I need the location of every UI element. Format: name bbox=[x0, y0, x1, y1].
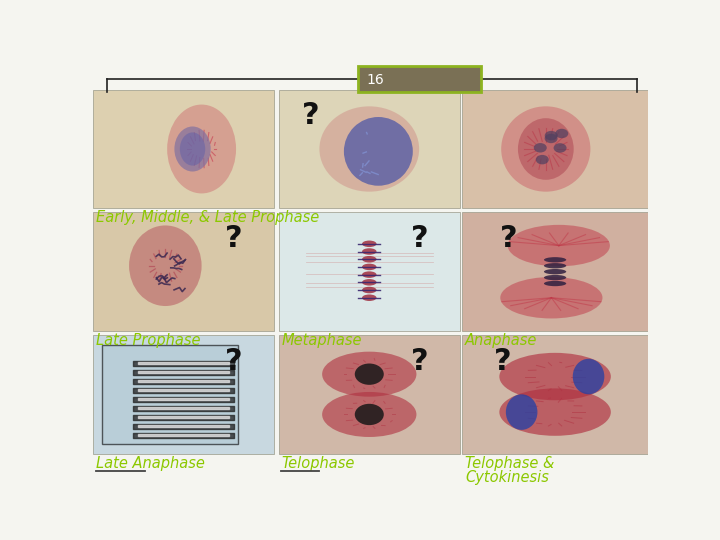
Ellipse shape bbox=[129, 225, 202, 306]
Ellipse shape bbox=[544, 134, 557, 143]
Ellipse shape bbox=[500, 353, 611, 400]
FancyBboxPatch shape bbox=[462, 335, 648, 454]
Text: Telophase &: Telophase & bbox=[465, 456, 554, 471]
Ellipse shape bbox=[506, 394, 537, 430]
Text: Late Anaphase: Late Anaphase bbox=[96, 456, 204, 471]
Ellipse shape bbox=[167, 105, 236, 193]
Ellipse shape bbox=[362, 256, 377, 262]
Text: Cytokinesis: Cytokinesis bbox=[465, 470, 549, 485]
Ellipse shape bbox=[534, 143, 546, 152]
FancyBboxPatch shape bbox=[462, 90, 648, 208]
FancyBboxPatch shape bbox=[358, 66, 481, 92]
FancyBboxPatch shape bbox=[93, 90, 274, 208]
FancyBboxPatch shape bbox=[93, 212, 274, 331]
FancyBboxPatch shape bbox=[93, 335, 274, 454]
Text: Metaphase: Metaphase bbox=[282, 333, 362, 348]
Ellipse shape bbox=[518, 118, 574, 180]
Ellipse shape bbox=[362, 279, 377, 286]
Ellipse shape bbox=[174, 126, 211, 172]
Ellipse shape bbox=[344, 117, 413, 186]
Text: ?: ? bbox=[225, 347, 243, 376]
FancyBboxPatch shape bbox=[279, 212, 460, 331]
Ellipse shape bbox=[544, 269, 566, 274]
Text: Anaphase: Anaphase bbox=[465, 333, 537, 348]
Ellipse shape bbox=[500, 277, 603, 319]
Ellipse shape bbox=[544, 281, 566, 286]
Ellipse shape bbox=[500, 388, 611, 436]
Ellipse shape bbox=[362, 240, 377, 247]
Text: ?: ? bbox=[411, 347, 429, 376]
FancyBboxPatch shape bbox=[279, 335, 460, 454]
Text: ?: ? bbox=[500, 224, 518, 253]
Ellipse shape bbox=[362, 287, 377, 293]
Ellipse shape bbox=[322, 352, 416, 397]
Ellipse shape bbox=[322, 392, 416, 437]
Ellipse shape bbox=[508, 225, 610, 266]
Text: ?: ? bbox=[302, 102, 320, 130]
Ellipse shape bbox=[362, 272, 377, 278]
Text: 16: 16 bbox=[366, 73, 384, 87]
Ellipse shape bbox=[544, 263, 566, 268]
Ellipse shape bbox=[544, 257, 566, 262]
Ellipse shape bbox=[355, 363, 384, 385]
Ellipse shape bbox=[554, 143, 567, 153]
Ellipse shape bbox=[555, 129, 568, 138]
Ellipse shape bbox=[320, 106, 419, 192]
Ellipse shape bbox=[362, 248, 377, 255]
Text: ?: ? bbox=[225, 224, 243, 253]
Ellipse shape bbox=[544, 275, 566, 280]
Text: Early, Middle, & Late Prophase: Early, Middle, & Late Prophase bbox=[96, 210, 319, 225]
Ellipse shape bbox=[362, 264, 377, 270]
Ellipse shape bbox=[572, 359, 604, 394]
Ellipse shape bbox=[545, 131, 558, 140]
Text: ?: ? bbox=[494, 347, 512, 376]
FancyBboxPatch shape bbox=[102, 345, 238, 444]
Ellipse shape bbox=[501, 106, 590, 192]
Text: Telophase: Telophase bbox=[282, 456, 355, 471]
FancyBboxPatch shape bbox=[462, 212, 648, 331]
Text: ?: ? bbox=[411, 224, 429, 253]
FancyBboxPatch shape bbox=[279, 90, 460, 208]
Ellipse shape bbox=[180, 132, 205, 166]
Ellipse shape bbox=[355, 404, 384, 425]
Text: Late Prophase: Late Prophase bbox=[96, 333, 200, 348]
Ellipse shape bbox=[536, 155, 549, 164]
Ellipse shape bbox=[362, 294, 377, 301]
